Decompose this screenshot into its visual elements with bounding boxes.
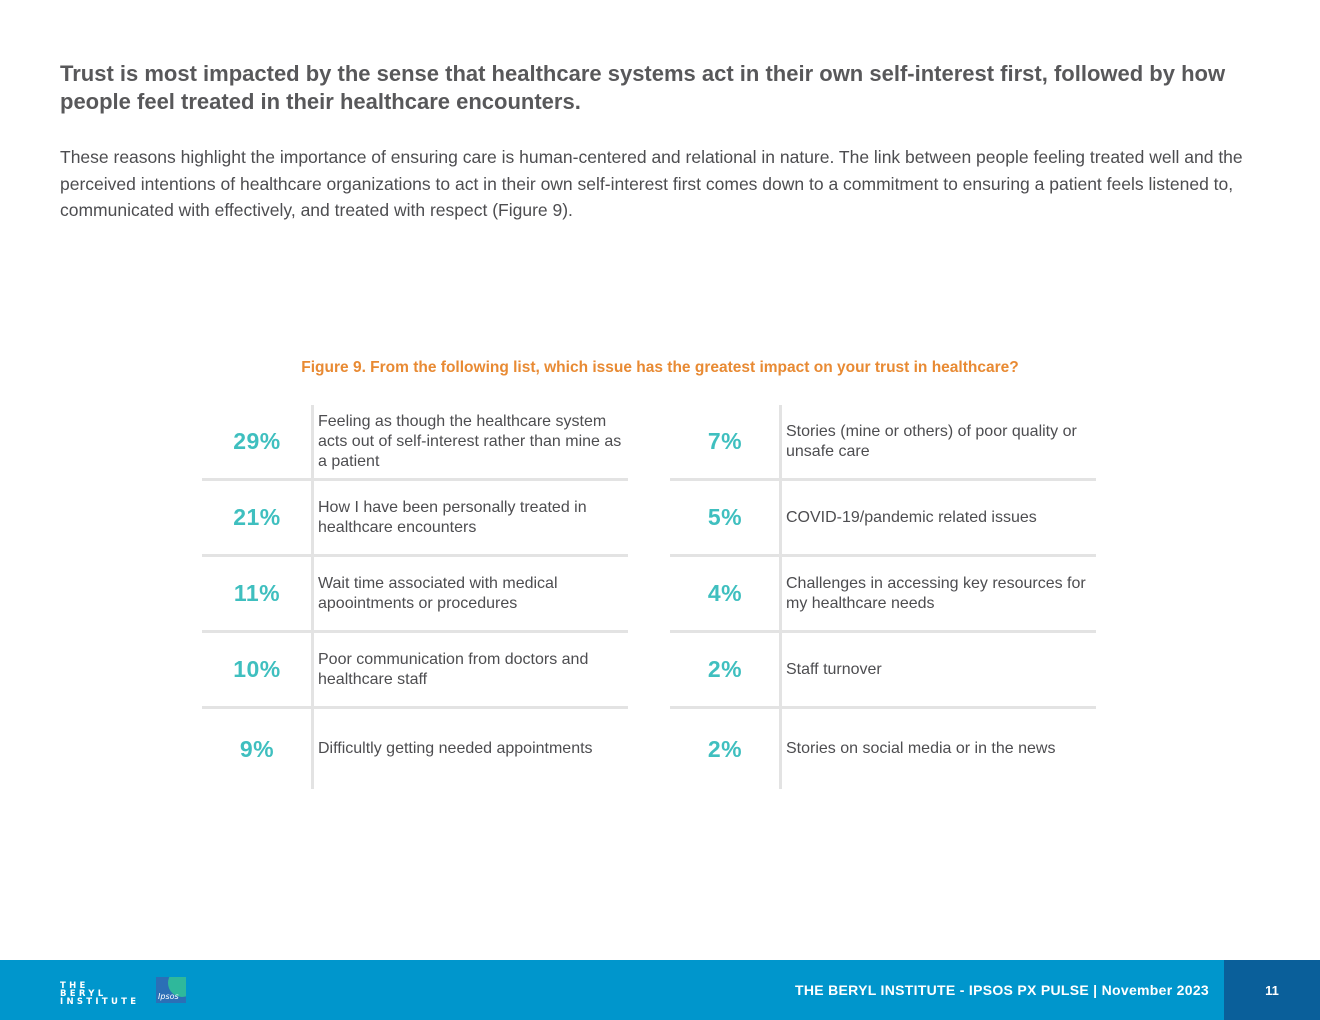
logo-line-2: INSTITUTE <box>60 997 140 1007</box>
result-percentage: 7% <box>707 428 743 454</box>
column-divider <box>779 481 782 554</box>
result-percentage: 9% <box>239 735 275 762</box>
logo-line-1: THE BERYL <box>60 981 107 999</box>
figure-caption: Figure 9. From the following list, which… <box>301 359 1019 376</box>
ipsos-logo-wordmark: Ipsos <box>158 992 179 1001</box>
result-row: 5% COVID-19/pandemic related issues <box>670 481 1096 557</box>
result-row: 4% Challenges in accessing key resources… <box>670 557 1096 633</box>
result-percentage: 21% <box>233 504 281 530</box>
page-number: 11 <box>1224 960 1320 1020</box>
column-divider <box>779 557 782 630</box>
column-divider <box>311 481 314 554</box>
results-table-right: 7% Stories (mine or others) of poor qual… <box>670 405 1096 789</box>
result-label: COVID-19/pandemic related issues <box>786 508 1037 526</box>
results-table-left: 29% Feeling as though the healthcare sys… <box>202 405 628 789</box>
column-divider <box>311 405 314 478</box>
publication-title: THE BERYL INSTITUTE - IPSOS PX PULSE | N… <box>795 982 1209 998</box>
column-divider <box>779 709 782 789</box>
result-percentage: 4% <box>707 580 743 606</box>
ipsos-logo: Ipsos <box>156 977 186 1003</box>
result-label: How I have been personally treated in he… <box>318 498 587 536</box>
result-row: 29% Feeling as though the healthcare sys… <box>202 405 628 481</box>
result-percentage: 2% <box>707 735 743 762</box>
result-label: Stories (mine or others) of poor quality… <box>786 422 1077 460</box>
result-row: 2% Stories on social media or in the new… <box>670 709 1096 789</box>
result-label: Challenges in accessing key resources fo… <box>786 574 1086 612</box>
column-divider <box>311 557 314 630</box>
result-percentage: 29% <box>233 428 281 454</box>
page-footer: THE BERYL INSTITUTE Ipsos THE BERYL INST… <box>0 960 1320 1020</box>
result-label: Staff turnover <box>786 660 882 678</box>
column-divider <box>779 633 782 706</box>
result-label: Difficultly getting needed appointments <box>318 740 593 757</box>
result-label: Poor communication from doctors and heal… <box>318 650 589 688</box>
result-label: Wait time associated with medical apooin… <box>318 574 558 612</box>
result-row: 10% Poor communication from doctors and … <box>202 633 628 709</box>
result-percentage: 10% <box>233 656 281 682</box>
result-row: 9% Difficultly getting needed appointmen… <box>202 709 628 789</box>
page-headline: Trust is most impacted by the sense that… <box>60 61 1226 114</box>
result-label: Stories on social media or in the news <box>786 740 1056 757</box>
result-percentage: 2% <box>707 656 743 682</box>
beryl-institute-logo: THE BERYL INSTITUTE <box>60 981 140 1007</box>
result-row: 7% Stories (mine or others) of poor qual… <box>670 405 1096 481</box>
ipsos-logo-arc-icon <box>168 977 186 997</box>
result-percentage: 11% <box>233 580 281 606</box>
result-row: 11% Wait time associated with medical ap… <box>202 557 628 633</box>
result-label: Feeling as though the healthcare system … <box>318 412 622 470</box>
column-divider <box>311 709 314 789</box>
column-divider <box>779 405 782 478</box>
result-row: 21% How I have been personally treated i… <box>202 481 628 557</box>
result-percentage: 5% <box>707 504 743 530</box>
column-divider <box>311 633 314 706</box>
result-row: 2% Staff turnover <box>670 633 1096 709</box>
body-paragraph: These reasons highlight the importance o… <box>60 147 1243 220</box>
